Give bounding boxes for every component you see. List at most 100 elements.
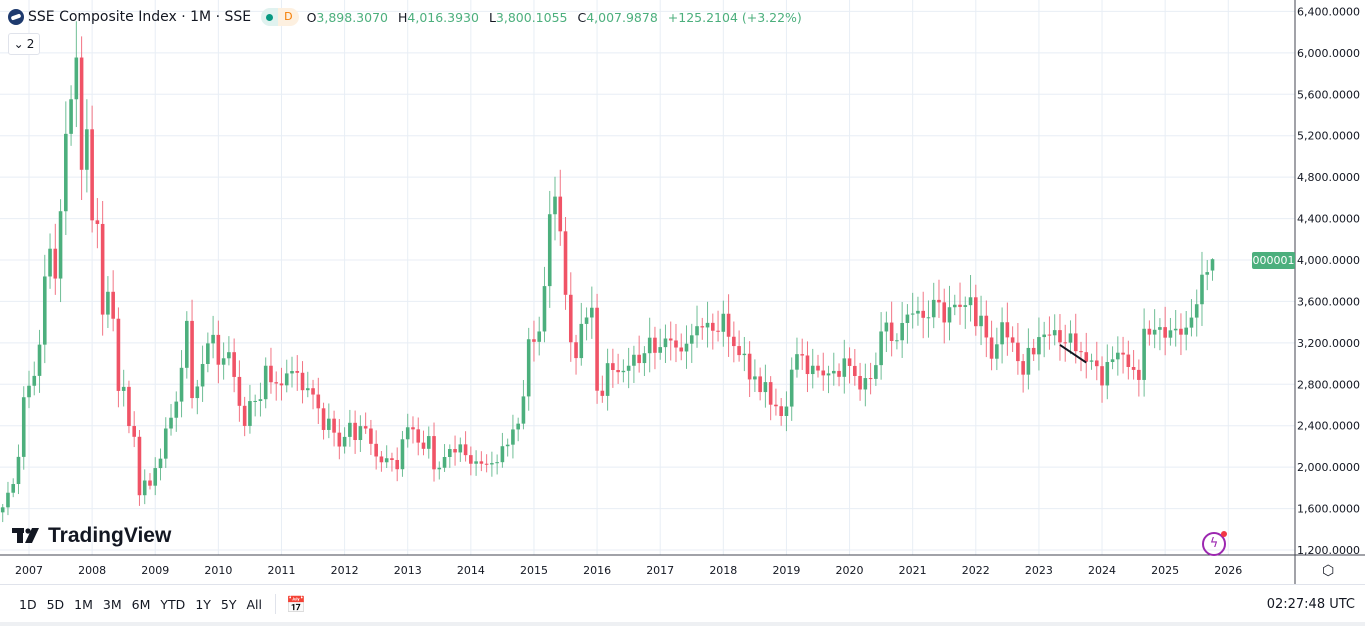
candle-body [516,423,520,430]
x-tick-label: 2018 [709,564,737,577]
candle-body [190,320,194,399]
candle-body [526,339,531,397]
candle-body [1189,317,1194,328]
candle-body [674,340,678,348]
candle-body [1184,327,1188,335]
candle-body [0,507,5,513]
candle-body [574,342,578,359]
chevron-down-icon: ⌄ [13,37,24,51]
candle-body [689,335,694,344]
ohlc-values: O3,898.3070 H4,016.3930 L3,800.1055 C4,0… [307,10,808,25]
candle-body [789,369,794,407]
clock[interactable]: 02:27:48 UTC [1266,596,1355,612]
candle-body [100,223,105,315]
candle-body [563,231,568,295]
candle-body [758,376,762,393]
open-label: O [306,9,317,25]
candle-body [327,418,331,430]
candle-body [1042,334,1046,338]
candle-body [921,310,925,318]
candle-body [1105,362,1110,386]
y-tick-label: 5,200.0000 [1297,130,1360,143]
market-status-pill[interactable]: D [261,8,299,26]
sse-logo-icon [8,9,24,25]
candle-body [1147,328,1152,335]
candle-body [547,214,552,287]
candle-body [379,456,384,463]
candle-body [332,418,336,433]
candle-body [495,462,499,464]
candle-body [1126,354,1131,367]
settings-hexagon-icon[interactable]: ⬡ [1322,563,1335,579]
candle-body [590,307,594,318]
candle-body [1094,360,1099,367]
range-button-ytd[interactable]: YTD [160,596,186,612]
candle-body [369,428,373,444]
candle-body [53,248,58,279]
range-button-6m[interactable]: 6M [131,596,151,612]
candle-body [595,307,599,391]
y-tick-label: 2,000.0000 [1297,461,1360,474]
candle-body [658,347,662,353]
candle-body [863,378,868,390]
candle-body [584,317,589,324]
candle-body [1194,304,1199,318]
range-button-3m[interactable]: 3M [102,596,122,612]
candle-body [1010,337,1015,343]
candle-body [395,459,399,470]
candle-body [553,196,557,215]
candle-body [300,372,305,391]
candle-body [816,365,820,371]
candle-body [774,404,778,407]
candle-body [711,322,715,331]
x-tick-label: 2013 [394,564,422,577]
y-tick-label: 3,200.0000 [1297,337,1360,350]
range-button-all[interactable]: All [246,596,263,612]
price-chart[interactable]: 1,200.0000 1,600.0000 2,000.0000 2,400.0000… [0,0,1365,584]
range-button-5y[interactable]: 5Y [220,596,237,612]
go-to-date-calendar-icon[interactable]: 📅 [286,594,306,614]
candle-body [374,443,378,457]
candle-body [448,449,452,457]
candle-body [274,382,279,384]
candle-body [463,444,468,456]
range-button-1y[interactable]: 1Y [195,596,211,612]
candle-body [916,310,920,314]
candle-body [221,358,226,365]
candle-body [216,334,221,365]
candle-body [85,129,89,170]
candle-body [48,248,52,277]
range-button-1d[interactable]: 1D [19,596,37,612]
candle-body [358,426,363,441]
candle-body [505,444,510,447]
symbol-title[interactable]: SSE Composite Index · 1M · SSE [28,9,252,25]
candle-body [1100,366,1104,386]
range-button-5d[interactable]: 5D [46,596,65,612]
candle-body [169,417,173,429]
candle-body [537,331,542,342]
tradingview-logo[interactable]: TradingView [12,524,171,548]
candle-body [637,354,641,364]
candle-body [27,385,31,398]
candle-body [106,291,110,315]
candle-body [248,401,252,426]
candle-body [995,344,999,359]
delayed-data-badge: D [278,8,299,26]
y-tick-label: 1,200.0000 [1297,544,1360,557]
x-tick-label: 2020 [836,564,864,577]
candle-body [79,57,84,170]
candle-body [453,449,457,453]
candle-body [952,304,957,308]
candle-body [269,365,273,383]
lightning-icon[interactable]: ϟ [1202,531,1227,556]
indicators-toggle-button[interactable]: ⌄ 2 [8,33,40,55]
range-button-1m[interactable]: 1M [74,596,93,612]
candle-body [1021,361,1025,375]
candle-body [874,365,878,379]
candle-body [805,355,810,375]
candle-body [1047,334,1052,336]
candle-body [305,388,310,391]
change-value: +125.2104 (+3.22%) [667,9,802,25]
candle-body [1000,322,1004,345]
candle-body [390,458,394,460]
